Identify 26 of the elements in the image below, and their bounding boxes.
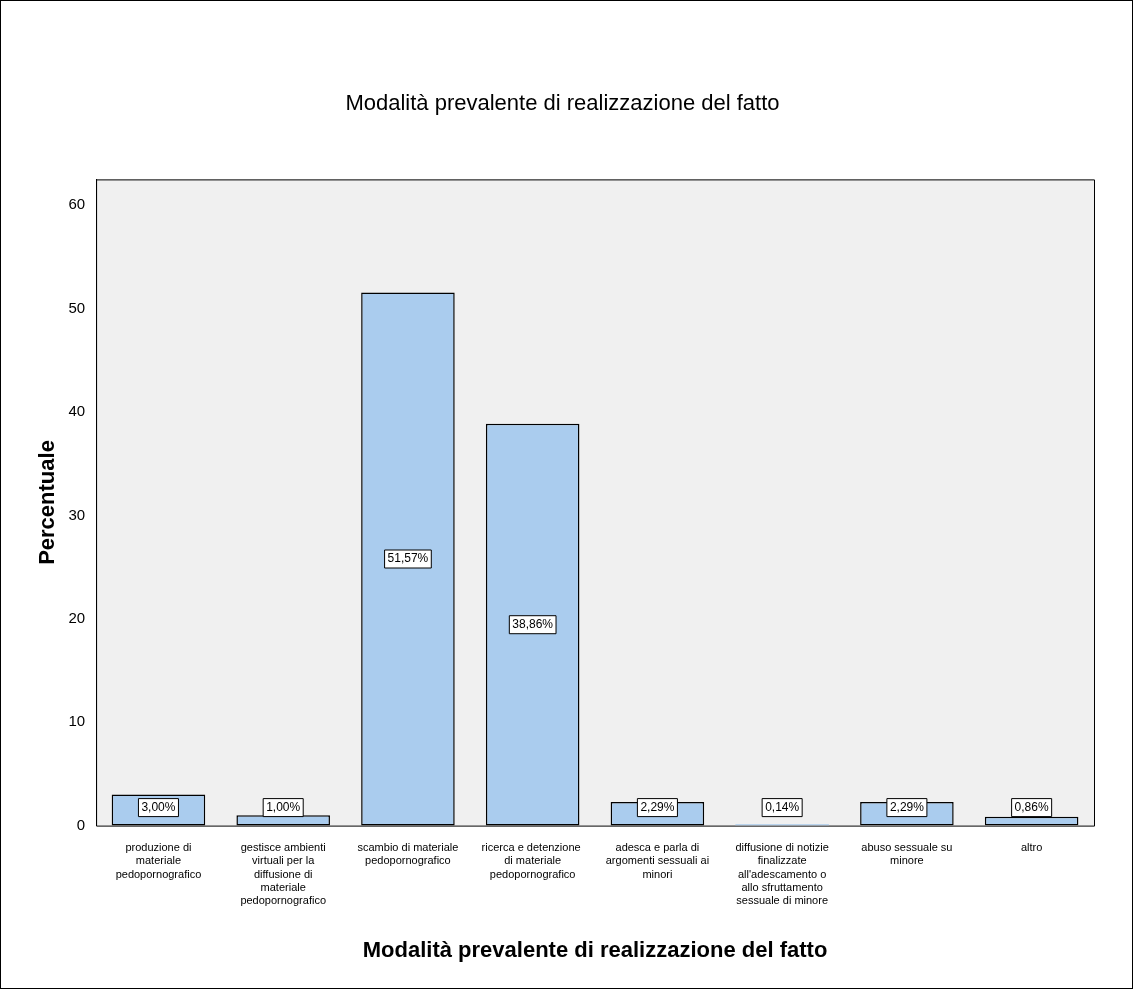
y-tick-label: 40 (68, 402, 86, 420)
data-label: 51,57% (387, 551, 429, 566)
x-tick-label: scambio di materiale pedopornografico (357, 841, 459, 867)
y-tick-label: 50 (68, 298, 86, 316)
y-tick-label: 60 (68, 195, 86, 213)
x-tick-label: diffusione di notizie finalizzate all'adescamento o allo sfruttamento sessuale di minore (735, 841, 829, 907)
y-tick-label: 0 (76, 815, 86, 833)
x-tick-label: abuso sessuale su minore (861, 841, 953, 867)
y-tick-label: 10 (68, 712, 86, 730)
data-label: 0,14% (765, 799, 800, 814)
y-tick-label: 20 (68, 608, 86, 626)
y-tick-label: 30 (68, 505, 86, 523)
x-tick-label: produzione di materiale pedopornografico (115, 841, 202, 880)
x-axis-title: Modalità prevalente di realizzazione del fatto (362, 936, 828, 962)
chart-title: Modalità prevalente di realizzazione del fatto (345, 90, 780, 116)
data-label: 2,29% (889, 799, 925, 814)
data-label: 3,00% (141, 799, 176, 814)
data-label: 2,29% (640, 799, 675, 814)
data-label: 0,86% (1014, 799, 1049, 814)
y-axis-title: Percentuale (34, 440, 60, 565)
data-label: 38,86% (512, 617, 554, 632)
x-tick-label: gestisce ambienti virtuali per la diffusione di materiale pedopornografico (240, 841, 327, 907)
data-label: 1,00% (266, 799, 301, 814)
x-tick-label: altro (1020, 841, 1043, 854)
x-tick-label: adesca e parla di argomenti sessuali ai minori (605, 841, 710, 880)
x-tick-label: ricerca e detenzione di materiale pedopornografico (481, 841, 584, 880)
